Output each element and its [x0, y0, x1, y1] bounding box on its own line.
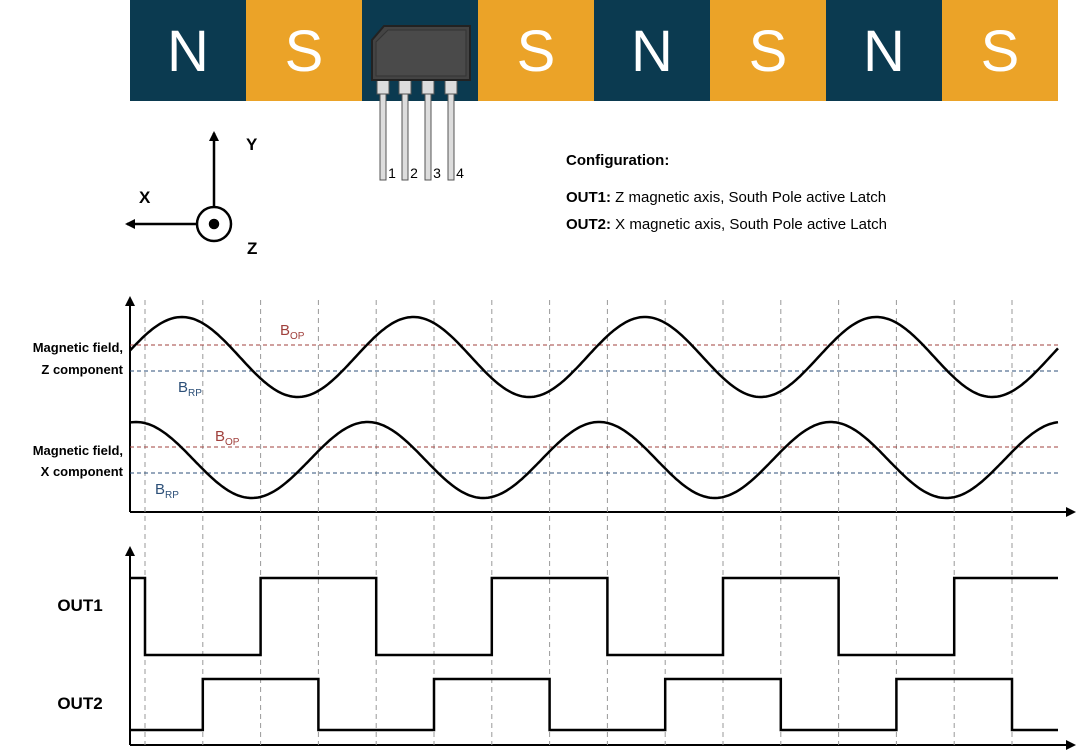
axis-y-label: Y	[246, 135, 258, 154]
z-label: Z component	[41, 362, 123, 377]
pin-label: 4	[456, 165, 464, 181]
z-label: Magnetic field,	[33, 340, 123, 355]
magnet-segment	[478, 0, 594, 101]
x-label: Magnetic field,	[33, 443, 123, 458]
pole-label: N	[863, 19, 905, 84]
magnet-segment	[130, 0, 246, 101]
pole-label: S	[285, 19, 324, 84]
coordinate-axes	[125, 131, 233, 243]
config-line: OUT2: X magnetic axis, South Pole active…	[566, 216, 887, 233]
z-waveform	[129, 315, 1059, 399]
plot-axes	[125, 296, 1076, 750]
out1-label: OUT1	[57, 596, 102, 615]
magnet-segment	[826, 0, 942, 101]
pin-label: 1	[388, 165, 396, 181]
x-waveform	[129, 420, 1059, 500]
magnet-segment	[710, 0, 826, 101]
pole-label: N	[631, 19, 673, 84]
axis-z-label: Z	[247, 239, 257, 258]
bop-label: BOP	[280, 322, 305, 342]
config-line: OUT1: Z magnetic axis, South Pole active…	[566, 189, 886, 206]
pin-label: 2	[410, 165, 418, 181]
brp-label: BRP	[178, 379, 202, 399]
pole-label: N	[167, 19, 209, 84]
pole-label: S	[517, 19, 556, 84]
pole-label: S	[981, 19, 1020, 84]
sensor	[371, 25, 471, 181]
out1-signal	[130, 576, 1058, 657]
config-title: Configuration:	[566, 152, 669, 169]
pole-label: S	[749, 19, 788, 84]
magnet-segment	[942, 0, 1058, 101]
magnet-segment	[246, 0, 362, 101]
magnet-segment	[594, 0, 710, 101]
bop-label: BOP	[215, 428, 240, 448]
axis-x-label: X	[139, 188, 151, 207]
pin-label: 3	[433, 165, 441, 181]
x-label: X component	[41, 464, 124, 479]
out2-signal	[130, 677, 1058, 732]
out2-label: OUT2	[57, 694, 102, 713]
brp-label: BRP	[155, 481, 179, 501]
